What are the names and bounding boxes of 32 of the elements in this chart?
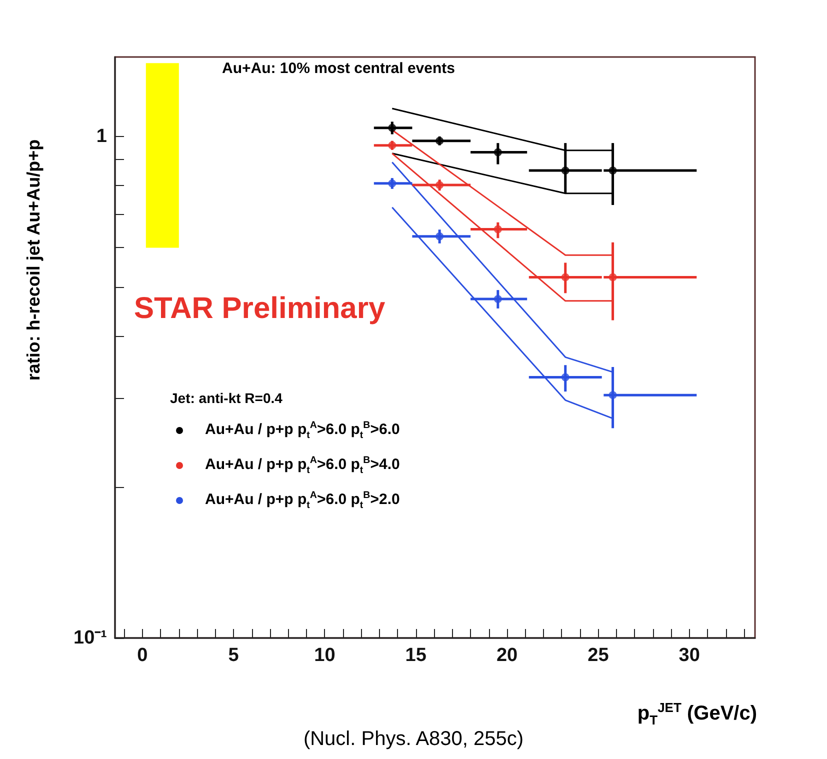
point	[561, 373, 570, 382]
point	[561, 166, 570, 175]
point	[608, 166, 617, 175]
y-tick-label: 10⁻¹	[74, 628, 107, 648]
legend-label: Au+Au / p+p p$_{t}$$^{A}$>6.0 p$_{t}$$^{B}$>4.0	[205, 455, 400, 476]
x-tick-label: 15	[405, 645, 427, 666]
point	[494, 295, 502, 304]
x-tick-label: 0	[137, 645, 148, 666]
x-tick-label: 20	[496, 645, 518, 666]
point	[494, 148, 502, 156]
legend-title: Jet: anti-kt R=0.4	[170, 390, 284, 406]
point	[436, 136, 444, 145]
point	[436, 181, 444, 190]
point	[608, 391, 617, 400]
legend-label: Au+Au / p+p p$_{t}$$^{A}$>6.0 p$_{t}$$^{B}$>6.0	[205, 420, 400, 441]
point	[561, 273, 570, 282]
chart-title: Au+Au: 10% most central events	[222, 60, 455, 77]
text: (Nucl. Phys. A830, 255c)	[303, 728, 524, 751]
point	[608, 273, 617, 282]
legend-label: Au+Au / p+p p$_{t}$$^{A}$>6.0 p$_{t}$$^{B}$>2.0	[205, 490, 400, 511]
point	[436, 232, 444, 240]
point	[494, 225, 502, 234]
point	[388, 179, 396, 188]
x-tick-label: 25	[588, 645, 610, 666]
x-tick-label: 10	[314, 645, 336, 666]
point	[388, 124, 396, 132]
x-axis-title: p$_{T}$$^{JET}$ (GeV/c)	[637, 700, 757, 728]
x-tick-label: 5	[228, 645, 240, 666]
x-tick-label: 30	[678, 645, 700, 666]
annotation: STAR Preliminary	[134, 292, 386, 326]
y-axis-title: ratio: h-recoil jet Au+Au/p+p	[24, 139, 44, 381]
y-tick-label: 1	[96, 126, 108, 147]
